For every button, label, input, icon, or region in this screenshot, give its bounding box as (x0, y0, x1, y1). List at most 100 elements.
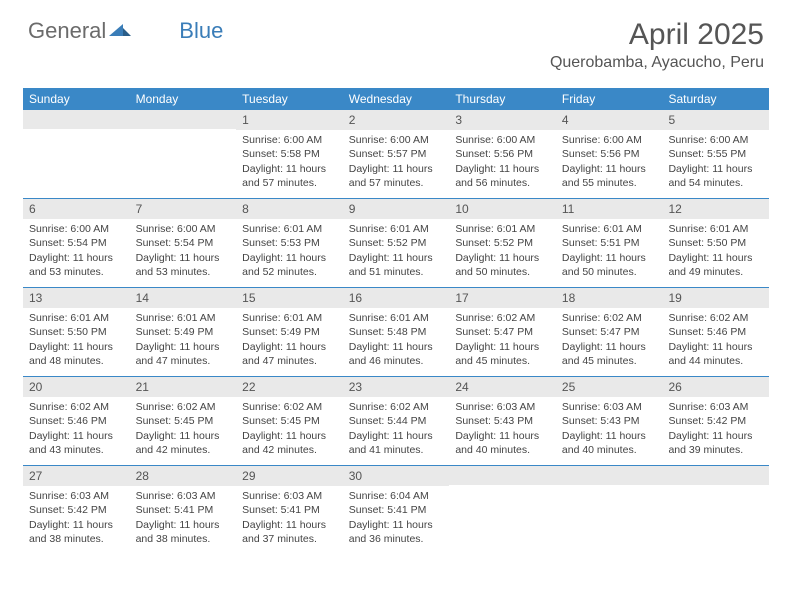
sunset-line: Sunset: 5:42 PM (668, 414, 763, 428)
day-number: 27 (23, 466, 130, 486)
title-block: April 2025 Querobamba, Ayacucho, Peru (550, 18, 764, 72)
sunset-line: Sunset: 5:52 PM (455, 236, 550, 250)
day-number: 26 (662, 377, 769, 397)
day-number: 16 (343, 288, 450, 308)
calendar-cell (556, 466, 663, 554)
daylight-line: Daylight: 11 hours and 38 minutes. (136, 518, 231, 546)
cell-body: Sunrise: 6:03 AMSunset: 5:41 PMDaylight:… (236, 486, 343, 552)
sunrise-line: Sunrise: 6:01 AM (242, 222, 337, 236)
daylight-line: Daylight: 11 hours and 36 minutes. (349, 518, 444, 546)
day-number: 25 (556, 377, 663, 397)
sunrise-line: Sunrise: 6:01 AM (349, 311, 444, 325)
calendar-cell: 2Sunrise: 6:00 AMSunset: 5:57 PMDaylight… (343, 110, 450, 198)
daylight-line: Daylight: 11 hours and 46 minutes. (349, 340, 444, 368)
cell-body: Sunrise: 6:02 AMSunset: 5:47 PMDaylight:… (449, 308, 556, 374)
cell-body (23, 129, 130, 189)
week-row: 1Sunrise: 6:00 AMSunset: 5:58 PMDaylight… (23, 110, 769, 198)
daylight-line: Daylight: 11 hours and 53 minutes. (136, 251, 231, 279)
calendar-cell: 27Sunrise: 6:03 AMSunset: 5:42 PMDayligh… (23, 466, 130, 554)
calendar-cell: 15Sunrise: 6:01 AMSunset: 5:49 PMDayligh… (236, 288, 343, 376)
sunset-line: Sunset: 5:45 PM (136, 414, 231, 428)
page-header: General Blue April 2025 Querobamba, Ayac… (0, 0, 792, 80)
day-number: 21 (130, 377, 237, 397)
cell-body: Sunrise: 6:01 AMSunset: 5:50 PMDaylight:… (23, 308, 130, 374)
sunrise-line: Sunrise: 6:01 AM (349, 222, 444, 236)
sunrise-line: Sunrise: 6:03 AM (668, 400, 763, 414)
sunset-line: Sunset: 5:42 PM (29, 503, 124, 517)
cell-body: Sunrise: 6:01 AMSunset: 5:49 PMDaylight:… (130, 308, 237, 374)
daylight-line: Daylight: 11 hours and 53 minutes. (29, 251, 124, 279)
calendar-cell: 6Sunrise: 6:00 AMSunset: 5:54 PMDaylight… (23, 199, 130, 287)
cell-body: Sunrise: 6:01 AMSunset: 5:52 PMDaylight:… (449, 219, 556, 285)
cell-body: Sunrise: 6:01 AMSunset: 5:49 PMDaylight:… (236, 308, 343, 374)
calendar-cell: 19Sunrise: 6:02 AMSunset: 5:46 PMDayligh… (662, 288, 769, 376)
sunrise-line: Sunrise: 6:01 AM (29, 311, 124, 325)
day-number: 17 (449, 288, 556, 308)
sunrise-line: Sunrise: 6:01 AM (242, 311, 337, 325)
calendar-cell: 1Sunrise: 6:00 AMSunset: 5:58 PMDaylight… (236, 110, 343, 198)
calendar-cell (130, 110, 237, 198)
daylight-line: Daylight: 11 hours and 45 minutes. (455, 340, 550, 368)
daylight-line: Daylight: 11 hours and 57 minutes. (349, 162, 444, 190)
dow-wednesday: Wednesday (343, 88, 450, 110)
cell-body: Sunrise: 6:01 AMSunset: 5:52 PMDaylight:… (343, 219, 450, 285)
day-number: 7 (130, 199, 237, 219)
sunrise-line: Sunrise: 6:03 AM (455, 400, 550, 414)
calendar-cell: 22Sunrise: 6:02 AMSunset: 5:45 PMDayligh… (236, 377, 343, 465)
cell-body: Sunrise: 6:00 AMSunset: 5:54 PMDaylight:… (130, 219, 237, 285)
sunset-line: Sunset: 5:47 PM (455, 325, 550, 339)
day-number: 3 (449, 110, 556, 130)
sunrise-line: Sunrise: 6:00 AM (349, 133, 444, 147)
sunrise-line: Sunrise: 6:00 AM (562, 133, 657, 147)
day-number: 19 (662, 288, 769, 308)
daylight-line: Daylight: 11 hours and 54 minutes. (668, 162, 763, 190)
day-number (449, 466, 556, 485)
cell-body: Sunrise: 6:00 AMSunset: 5:57 PMDaylight:… (343, 130, 450, 196)
sunset-line: Sunset: 5:41 PM (136, 503, 231, 517)
cell-body: Sunrise: 6:02 AMSunset: 5:46 PMDaylight:… (23, 397, 130, 463)
sunset-line: Sunset: 5:43 PM (455, 414, 550, 428)
sunrise-line: Sunrise: 6:01 AM (455, 222, 550, 236)
daylight-line: Daylight: 11 hours and 43 minutes. (29, 429, 124, 457)
day-number: 9 (343, 199, 450, 219)
cell-body (130, 129, 237, 189)
daylight-line: Daylight: 11 hours and 37 minutes. (242, 518, 337, 546)
sunrise-line: Sunrise: 6:03 AM (136, 489, 231, 503)
day-number: 2 (343, 110, 450, 130)
cell-body (449, 485, 556, 545)
sunset-line: Sunset: 5:41 PM (242, 503, 337, 517)
daylight-line: Daylight: 11 hours and 48 minutes. (29, 340, 124, 368)
sunrise-line: Sunrise: 6:03 AM (562, 400, 657, 414)
cell-body: Sunrise: 6:04 AMSunset: 5:41 PMDaylight:… (343, 486, 450, 552)
sunset-line: Sunset: 5:44 PM (349, 414, 444, 428)
day-number: 12 (662, 199, 769, 219)
sunset-line: Sunset: 5:57 PM (349, 147, 444, 161)
cell-body: Sunrise: 6:01 AMSunset: 5:51 PMDaylight:… (556, 219, 663, 285)
day-number: 30 (343, 466, 450, 486)
daylight-line: Daylight: 11 hours and 57 minutes. (242, 162, 337, 190)
daylight-line: Daylight: 11 hours and 52 minutes. (242, 251, 337, 279)
day-number: 28 (130, 466, 237, 486)
sunset-line: Sunset: 5:43 PM (562, 414, 657, 428)
calendar-cell: 17Sunrise: 6:02 AMSunset: 5:47 PMDayligh… (449, 288, 556, 376)
daylight-line: Daylight: 11 hours and 55 minutes. (562, 162, 657, 190)
day-number: 15 (236, 288, 343, 308)
day-number: 23 (343, 377, 450, 397)
day-number: 8 (236, 199, 343, 219)
sunrise-line: Sunrise: 6:01 AM (668, 222, 763, 236)
sunset-line: Sunset: 5:50 PM (668, 236, 763, 250)
daylight-line: Daylight: 11 hours and 41 minutes. (349, 429, 444, 457)
calendar-cell: 30Sunrise: 6:04 AMSunset: 5:41 PMDayligh… (343, 466, 450, 554)
sunset-line: Sunset: 5:41 PM (349, 503, 444, 517)
sunrise-line: Sunrise: 6:00 AM (242, 133, 337, 147)
daylight-line: Daylight: 11 hours and 42 minutes. (136, 429, 231, 457)
day-number (662, 466, 769, 485)
calendar: Sunday Monday Tuesday Wednesday Thursday… (23, 88, 769, 554)
cell-body: Sunrise: 6:00 AMSunset: 5:54 PMDaylight:… (23, 219, 130, 285)
week-row: 27 Sunrise: 6:03 AM Sunset: 5:42 PM Dayligh… (23, 465, 769, 554)
month-title: April 2025 (550, 18, 764, 52)
calendar-cell (23, 110, 130, 198)
cell-body: Sunrise: 6:00 AMSunset: 5:56 PMDaylight:… (556, 130, 663, 196)
cell-body: Sunrise: 6:00 AMSunset: 5:55 PMDaylight:… (662, 130, 769, 196)
cell-body: Sunrise: 6:02 AMSunset: 5:47 PMDaylight:… (556, 308, 663, 374)
